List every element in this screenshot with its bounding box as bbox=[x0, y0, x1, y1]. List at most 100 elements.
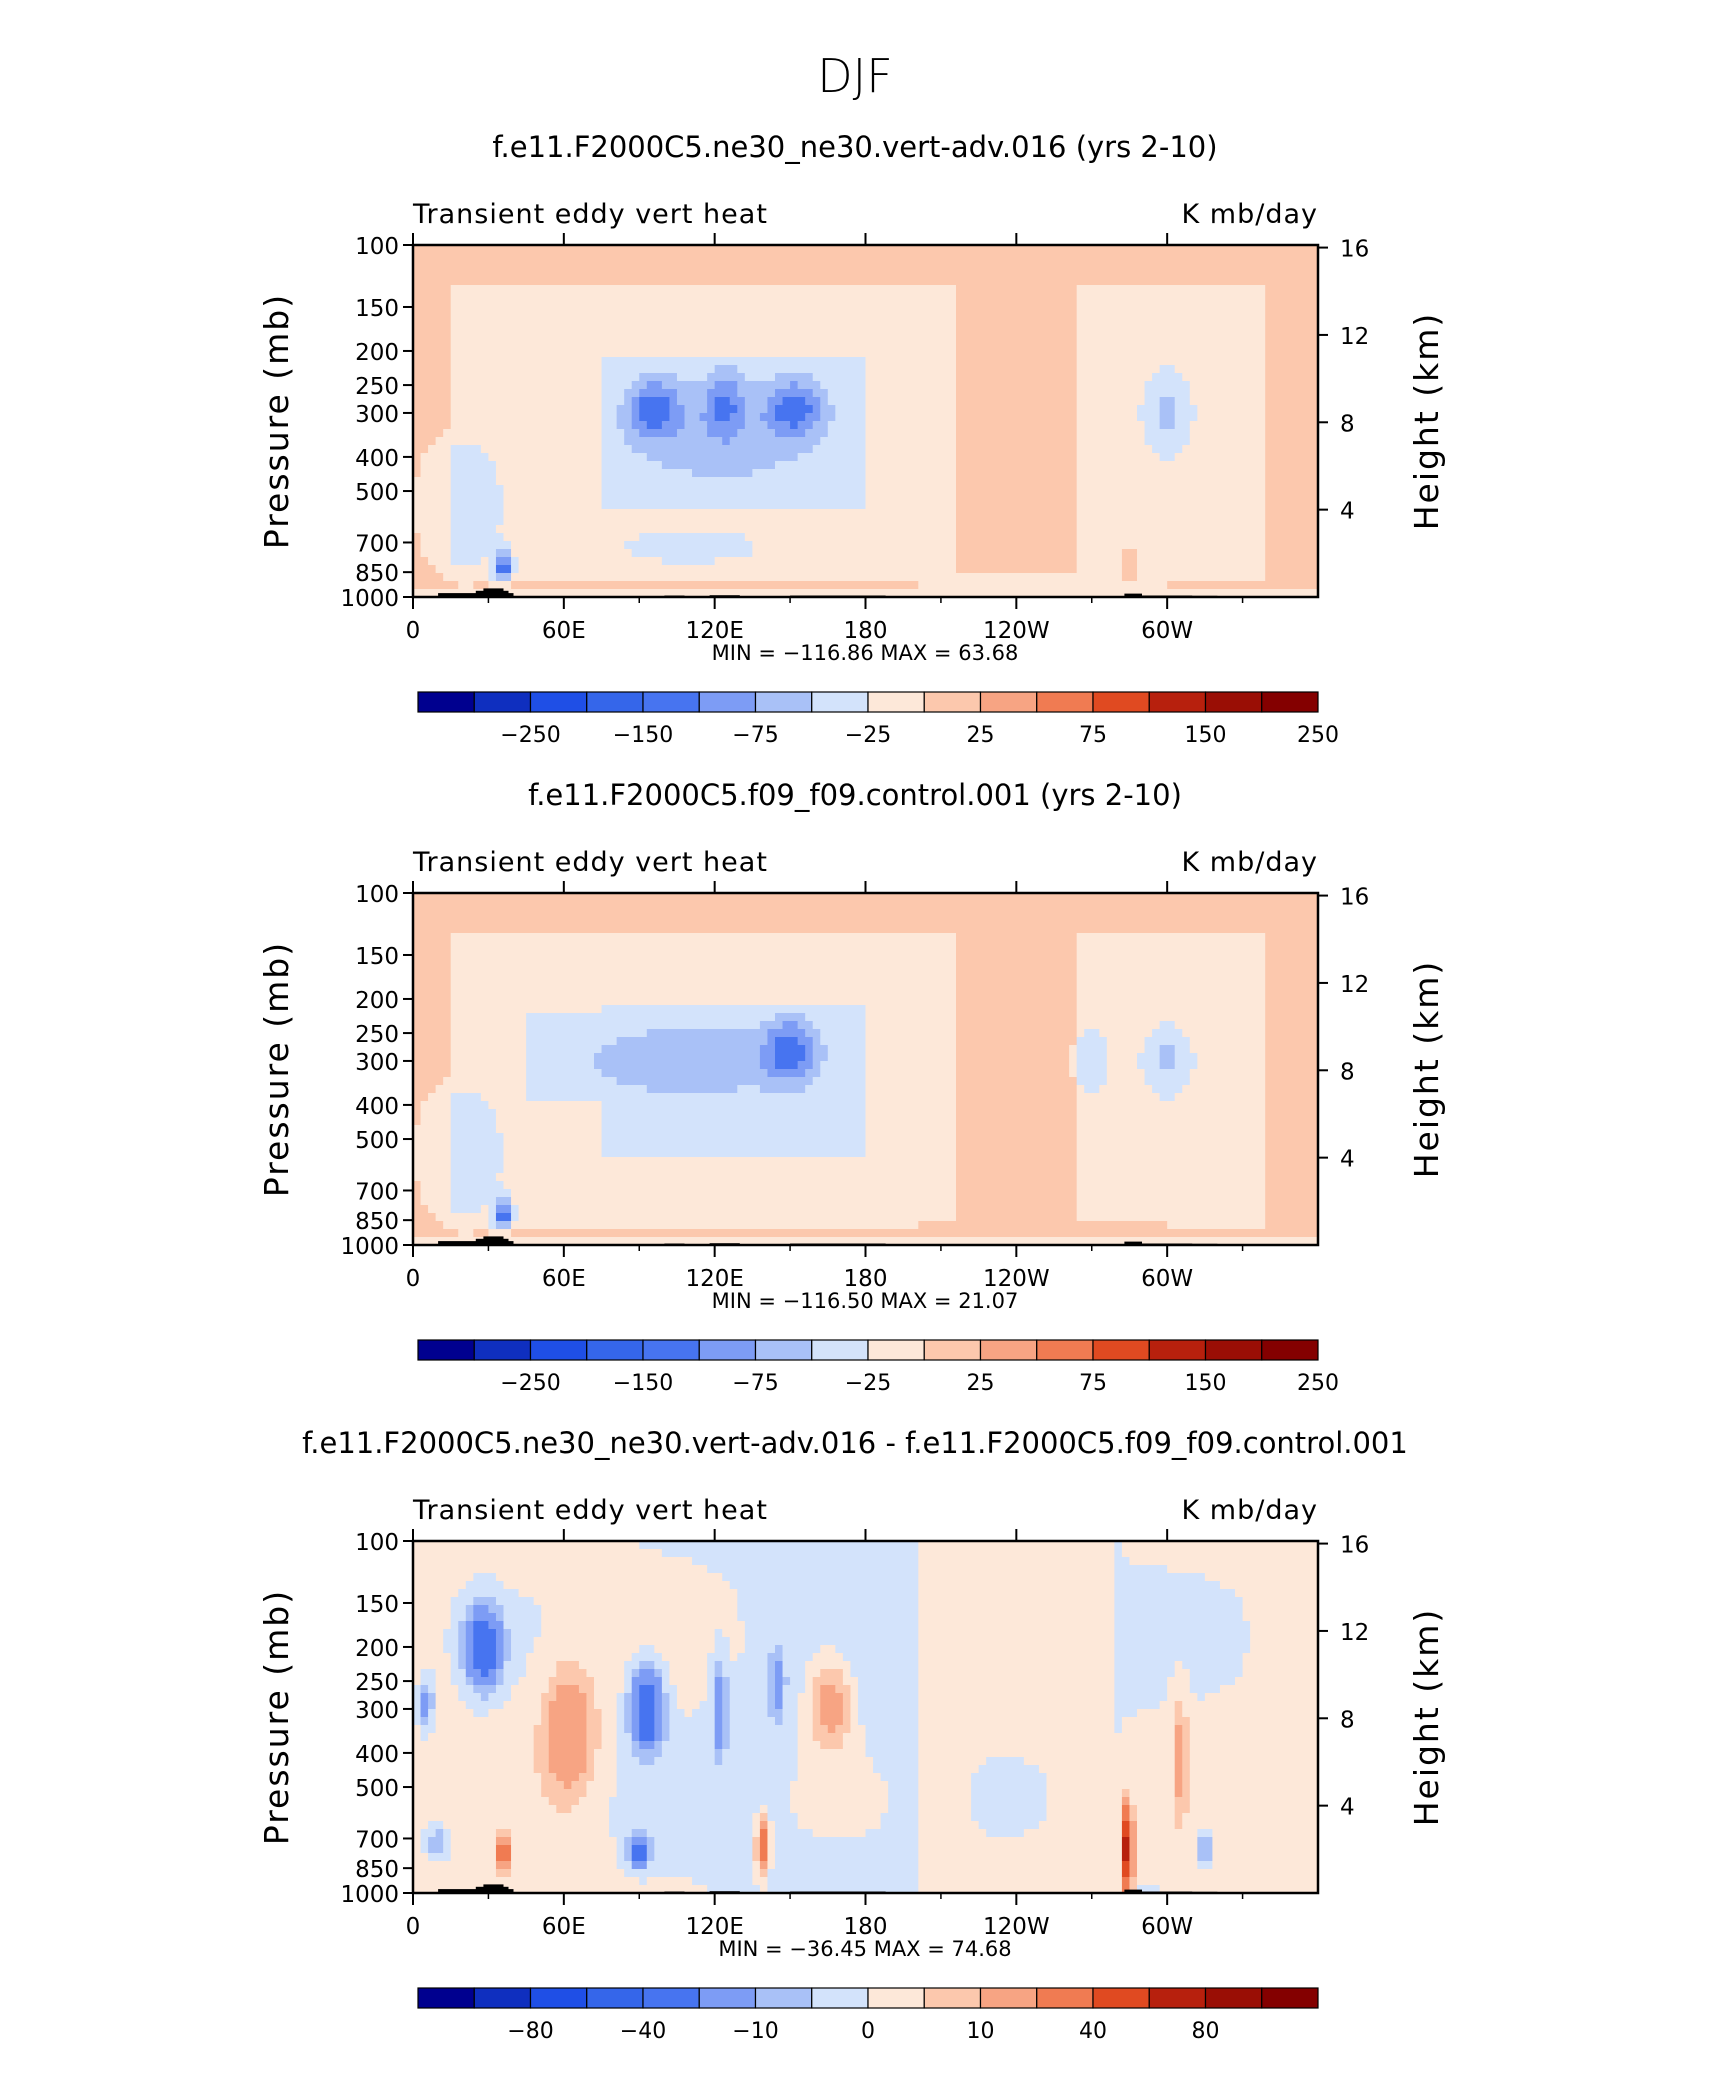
field-cell bbox=[420, 453, 452, 462]
field-cell bbox=[865, 373, 957, 382]
field-cell bbox=[752, 1853, 761, 1862]
colorbar-label: −80 bbox=[507, 2019, 553, 2044]
field-cell bbox=[1076, 965, 1266, 974]
field-cell bbox=[601, 405, 618, 414]
field-cell bbox=[729, 1717, 776, 1726]
field-cell bbox=[1265, 501, 1319, 510]
field-cell bbox=[601, 501, 867, 510]
field-cell bbox=[601, 1069, 769, 1078]
colorbar-box bbox=[529, 691, 588, 713]
field-cell bbox=[1189, 397, 1266, 406]
field-cell bbox=[413, 1541, 640, 1550]
field-cell bbox=[1121, 1549, 1319, 1558]
field-cell bbox=[616, 1861, 633, 1870]
field-cell bbox=[458, 1629, 467, 1638]
field-cell bbox=[1265, 405, 1319, 414]
field-cell bbox=[918, 1621, 1115, 1630]
field-cell bbox=[1265, 1013, 1319, 1022]
field-cell bbox=[767, 1877, 919, 1886]
field-cell bbox=[1182, 1709, 1319, 1718]
field-cell bbox=[918, 1661, 1115, 1670]
field-cell bbox=[646, 1877, 693, 1886]
field-cell bbox=[1250, 1621, 1319, 1630]
field-cell bbox=[797, 1709, 814, 1718]
field-cell bbox=[880, 1773, 919, 1782]
field-cell bbox=[601, 453, 648, 462]
field-cell bbox=[918, 1757, 987, 1766]
field-cell bbox=[420, 1677, 437, 1686]
field-cell bbox=[1076, 509, 1266, 518]
field-cell bbox=[1159, 405, 1176, 414]
field-cell bbox=[1121, 1789, 1131, 1798]
field-cell bbox=[797, 1693, 814, 1702]
y-tick-label: 300 bbox=[355, 402, 399, 428]
field-cell bbox=[495, 1221, 512, 1230]
field-cell bbox=[956, 1013, 1078, 1022]
field-cell bbox=[918, 1557, 1115, 1566]
field-cell bbox=[1114, 1709, 1138, 1718]
field-cell bbox=[639, 1717, 655, 1726]
field-cell bbox=[669, 397, 678, 406]
field-cell bbox=[1265, 1125, 1319, 1134]
field-cell bbox=[820, 1669, 844, 1678]
colorbar-box bbox=[1148, 691, 1207, 713]
field-cell bbox=[450, 949, 957, 958]
field-cell bbox=[722, 1757, 799, 1766]
field-cell bbox=[1197, 413, 1266, 422]
field-cell bbox=[1174, 1773, 1183, 1782]
field-cell bbox=[850, 1709, 859, 1718]
field-cell bbox=[1159, 397, 1176, 406]
field-cell bbox=[1197, 1053, 1266, 1062]
field-cell bbox=[473, 1229, 490, 1238]
field-cell bbox=[443, 1829, 452, 1838]
field-cell bbox=[820, 1069, 867, 1078]
field-cell bbox=[918, 1805, 972, 1814]
field-cell bbox=[1265, 1005, 1319, 1014]
field-cell bbox=[1189, 1757, 1319, 1766]
field-cell bbox=[420, 533, 452, 542]
colorbar-box bbox=[1204, 1987, 1263, 2009]
field-cell bbox=[1114, 1557, 1131, 1566]
field-cell bbox=[1265, 573, 1319, 582]
field-cell bbox=[639, 1541, 919, 1550]
field-cell bbox=[971, 1781, 1048, 1790]
field-cell bbox=[1121, 557, 1138, 566]
field-cell bbox=[1121, 573, 1138, 582]
y-tick-label: 200 bbox=[355, 340, 399, 366]
field-cell bbox=[413, 509, 452, 518]
field-cell bbox=[413, 1237, 1319, 1246]
y-tick-label: 700 bbox=[355, 531, 399, 557]
field-cell bbox=[714, 1757, 723, 1766]
field-cell bbox=[790, 1789, 889, 1798]
field-cell bbox=[1265, 309, 1319, 318]
field-cell bbox=[1076, 413, 1138, 422]
field-cell bbox=[450, 1013, 527, 1022]
field-cell bbox=[956, 389, 1078, 398]
field-cell bbox=[1212, 1845, 1319, 1854]
terrain-mask bbox=[483, 1236, 504, 1245]
field-cell bbox=[631, 405, 640, 414]
field-cell bbox=[752, 1829, 761, 1838]
field-cell bbox=[956, 1125, 1078, 1134]
field-cell bbox=[631, 1701, 640, 1710]
field-cell bbox=[473, 1645, 497, 1654]
right-string: K mb/day bbox=[1182, 847, 1319, 878]
field-cell bbox=[1076, 1133, 1266, 1142]
field-cell bbox=[413, 485, 452, 494]
terrain-mask bbox=[1124, 1889, 1142, 1893]
field-cell bbox=[1265, 565, 1319, 574]
field-cell bbox=[820, 1717, 844, 1726]
field-cell bbox=[956, 333, 1078, 342]
field-cell bbox=[661, 421, 686, 430]
field-cell bbox=[495, 525, 957, 534]
field-cell bbox=[1114, 1629, 1251, 1638]
field-cell bbox=[428, 1733, 535, 1742]
field-cell bbox=[548, 1725, 588, 1734]
field-cell bbox=[1189, 1749, 1319, 1758]
field-cell bbox=[413, 1565, 708, 1574]
field-cell bbox=[639, 1757, 655, 1766]
colorbar-label: 25 bbox=[967, 723, 995, 748]
field-cell bbox=[654, 1725, 663, 1734]
field-cell bbox=[820, 437, 867, 446]
field-cell bbox=[428, 1093, 452, 1102]
